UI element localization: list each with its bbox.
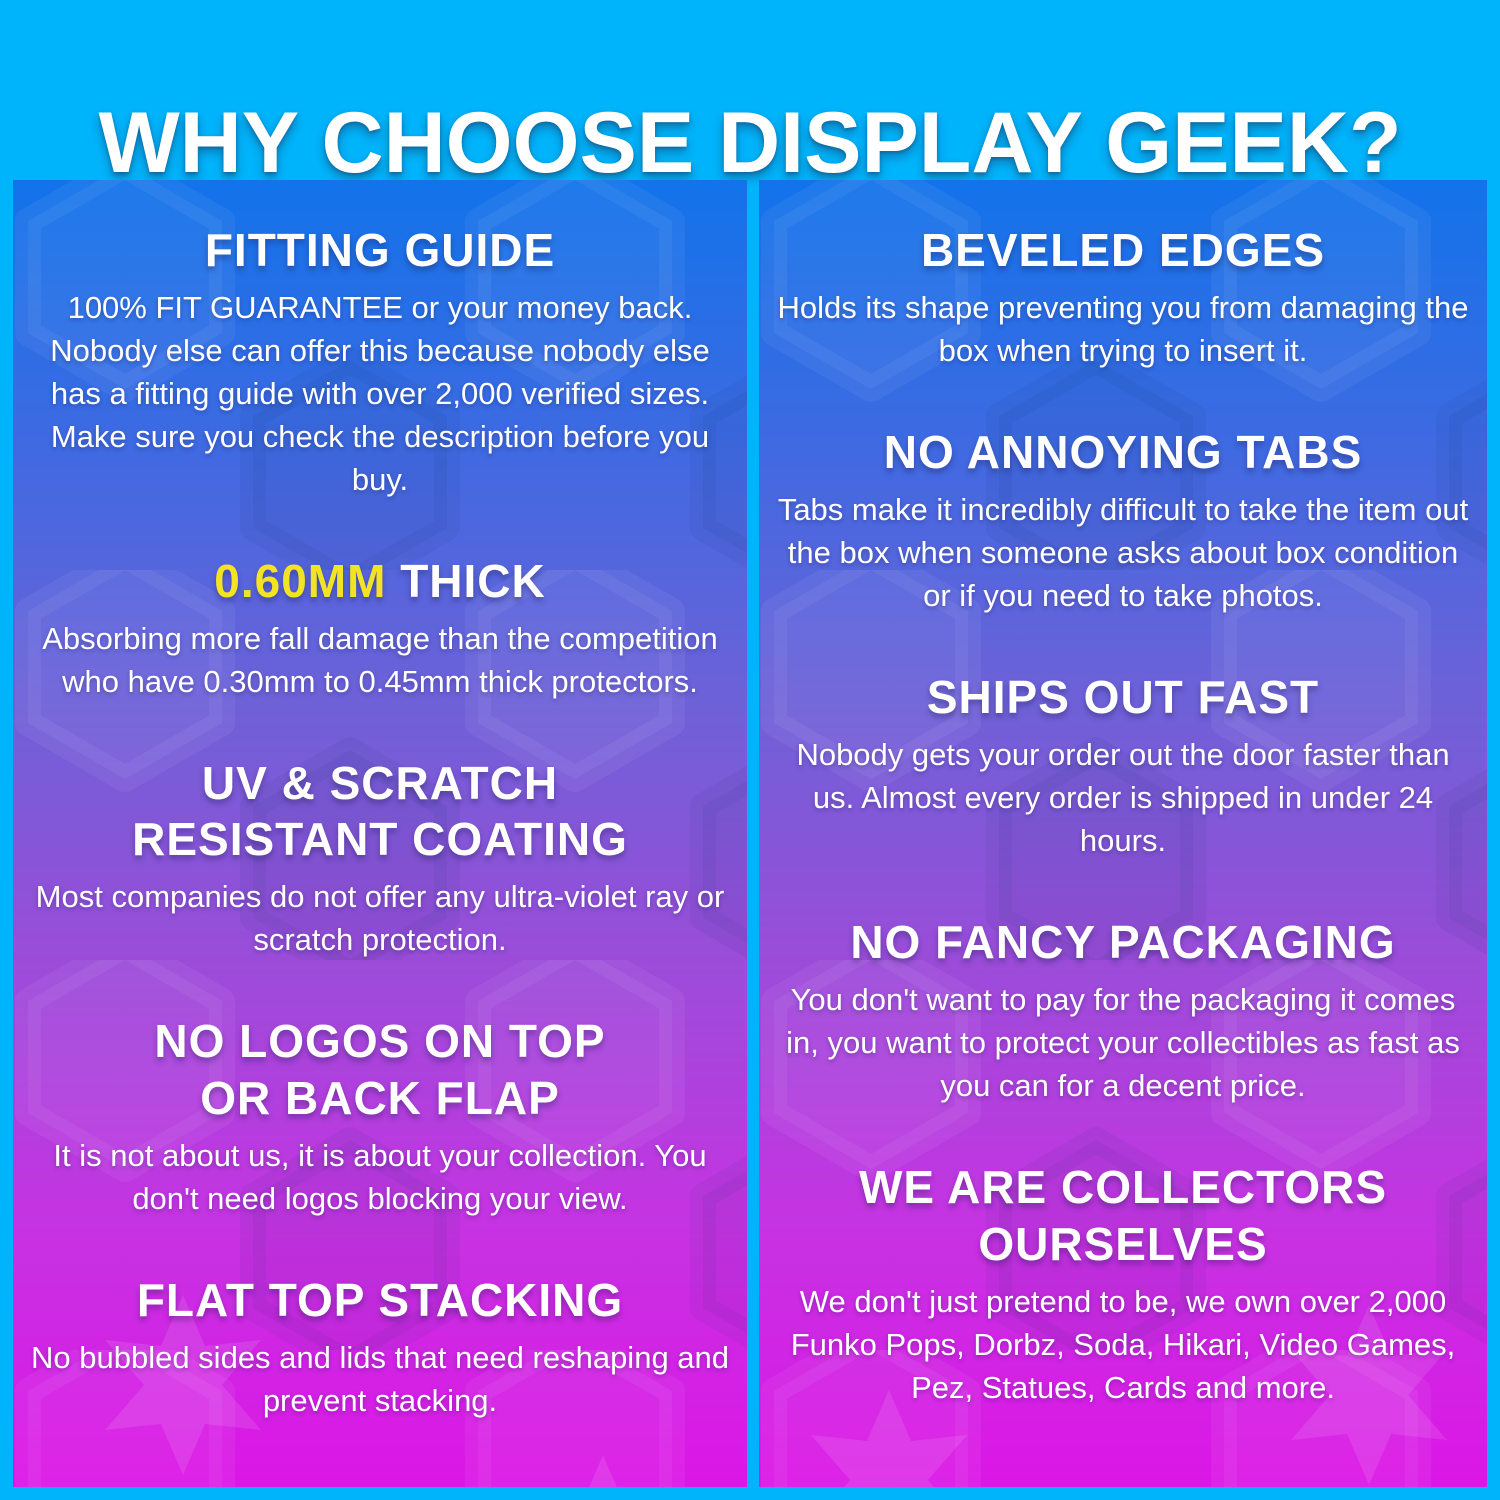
feature-section: NO ANNOYING TABS Tabs make it incredibly… [777, 424, 1469, 617]
feature-list-right: BEVELED EDGES Holds its shape preventing… [759, 180, 1487, 1409]
feature-heading: SHIPS OUT FAST [926, 671, 1320, 724]
feature-body: You don't want to pay for the packaging … [786, 982, 1460, 1104]
feature-section: NO FANCY PACKAGING You don't want to pay… [777, 914, 1469, 1107]
feature-section: FITTING GUIDE 100% FIT GUARANTEE or your… [31, 222, 729, 501]
panel-right: BEVELED EDGES Holds its shape preventing… [759, 180, 1487, 1487]
feature-heading: NO LOGOS ON TOP OR BACK FLAP [154, 1015, 606, 1124]
feature-heading: WE ARE COLLECTORS OURSELVES [858, 1161, 1388, 1270]
feature-body: No bubbled sides and lids that need resh… [31, 1339, 730, 1418]
feature-section: 0.60MM THICK Absorbing more fall damage … [31, 553, 729, 703]
feature-section: FLAT TOP STACKING No bubbled sides and l… [31, 1272, 729, 1422]
feature-body: Absorbing more fall damage than the comp… [42, 621, 718, 700]
feature-section: SHIPS OUT FAST Nobody gets your order ou… [777, 669, 1469, 862]
feature-body: It is not about us, it is about your col… [53, 1137, 707, 1216]
feature-heading: UV & SCRATCH RESISTANT COATING [132, 757, 628, 866]
feature-heading: FLAT TOP STACKING [136, 1273, 624, 1326]
feature-heading: NO FANCY PACKAGING [850, 916, 1396, 969]
heading-highlight: 0.60MM [214, 555, 387, 608]
feature-section: NO LOGOS ON TOP OR BACK FLAP It is not a… [31, 1013, 729, 1219]
feature-heading: 0.60MM THICK [214, 555, 546, 608]
feature-body: We don't just pretend to be, we own over… [790, 1283, 1456, 1405]
feature-body: Holds its shape preventing you from dama… [777, 290, 1469, 369]
feature-section: WE ARE COLLECTORS OURSELVES We don't jus… [777, 1159, 1469, 1408]
feature-heading: BEVELED EDGES [920, 224, 1326, 276]
feature-section: UV & SCRATCH RESISTANT COATING Most comp… [31, 755, 729, 961]
feature-body: Nobody gets your order out the door fast… [796, 737, 1450, 859]
feature-body: 100% FIT GUARANTEE or your money back. N… [50, 290, 710, 498]
feature-heading: NO ANNOYING TABS [883, 426, 1363, 479]
feature-heading: FITTING GUIDE [204, 224, 556, 276]
panel-left: FITTING GUIDE 100% FIT GUARANTEE or your… [13, 180, 747, 1487]
feature-section: BEVELED EDGES Holds its shape preventing… [777, 222, 1469, 372]
feature-body: Most companies do not offer any ultra-vi… [35, 879, 725, 958]
feature-body: Tabs make it incredibly difficult to tak… [777, 492, 1469, 614]
page-title: WHY CHOOSE DISPLAY GEEK? [98, 94, 1402, 191]
feature-list-left: FITTING GUIDE 100% FIT GUARANTEE or your… [13, 180, 747, 1422]
